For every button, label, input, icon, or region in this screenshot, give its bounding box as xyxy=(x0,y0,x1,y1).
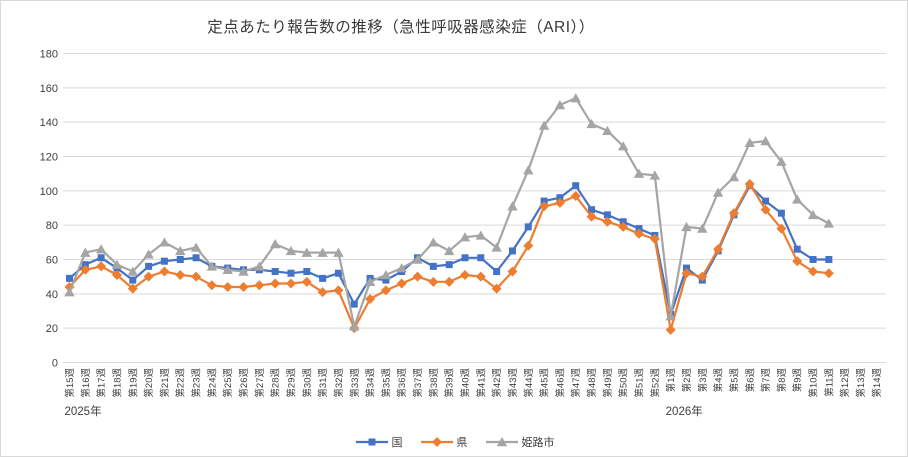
x-tick-30: 第44週 xyxy=(523,368,535,398)
x-tick-27: 第41週 xyxy=(475,368,487,398)
x-tick-43: 第5週 xyxy=(728,368,740,393)
x-tick-2: 第16週 xyxy=(80,368,92,398)
legend-marker-triangle-icon xyxy=(485,437,518,447)
y-tick-180: 180 xyxy=(40,49,58,61)
x-tick-40: 第2週 xyxy=(681,368,693,393)
x-tick-14: 第28週 xyxy=(270,368,282,398)
x-tick-23: 第37週 xyxy=(412,368,424,398)
x-tick-39: 第1週 xyxy=(665,368,677,393)
x-tick-37: 第51週 xyxy=(634,368,646,398)
y-tick-140: 140 xyxy=(40,117,58,129)
x-tick-33: 第47週 xyxy=(570,368,582,398)
x-tick-26: 第40週 xyxy=(460,368,472,398)
x-tick-18: 第32週 xyxy=(333,368,345,398)
legend-marker-diamond-icon xyxy=(420,437,453,447)
x-tick-29: 第43週 xyxy=(507,368,519,398)
x-tick-25: 第39週 xyxy=(444,368,456,398)
x-tick-4: 第18週 xyxy=(111,368,123,398)
x-tick-6: 第20週 xyxy=(143,368,155,398)
x-tick-45: 第7週 xyxy=(760,368,772,393)
x-tick-38: 第52週 xyxy=(649,368,661,398)
x-tick-50: 第12週 xyxy=(839,368,851,398)
x-tick-32: 第46週 xyxy=(554,368,566,398)
x-tick-16: 第30週 xyxy=(301,368,313,398)
x-tick-34: 第48週 xyxy=(586,368,598,398)
x-tick-13: 第27週 xyxy=(254,368,266,398)
x-tick-3: 第17週 xyxy=(96,368,108,398)
chart-legend: 国 県 姫路市 xyxy=(1,434,907,450)
x-tick-7: 第21週 xyxy=(159,368,171,398)
series-姫路市[interactable] xyxy=(64,93,835,331)
x-tick-52: 第14週 xyxy=(871,368,883,398)
y-tick-120: 120 xyxy=(40,152,58,164)
x-tick-19: 第33週 xyxy=(349,368,361,398)
x-tick-49: 第11週 xyxy=(823,368,835,397)
x-tick-8: 第22週 xyxy=(175,368,187,398)
x-tick-5: 第19週 xyxy=(127,368,139,398)
year-label-2025年: 2025年 xyxy=(65,404,102,418)
x-tick-41: 第3週 xyxy=(697,368,709,393)
series-line-姫路市 xyxy=(68,97,830,328)
x-tick-22: 第36週 xyxy=(396,368,408,398)
y-tick-60: 60 xyxy=(46,255,58,267)
legend-label: 県 xyxy=(456,437,468,449)
x-tick-11: 第25週 xyxy=(222,368,234,398)
x-tick-15: 第29週 xyxy=(285,368,297,398)
x-tick-47: 第9週 xyxy=(792,368,804,393)
x-tick-48: 第10週 xyxy=(808,368,820,398)
x-tick-28: 第42週 xyxy=(491,368,503,398)
x-tick-51: 第13週 xyxy=(855,368,867,398)
x-tick-20: 第34週 xyxy=(365,368,377,398)
y-tick-80: 80 xyxy=(46,220,58,232)
x-tick-24: 第38週 xyxy=(428,368,440,398)
x-tick-10: 第24週 xyxy=(206,368,218,398)
x-tick-9: 第23週 xyxy=(191,368,203,398)
x-tick-21: 第35週 xyxy=(380,368,392,398)
x-tick-12: 第26週 xyxy=(238,368,250,398)
x-tick-46: 第8週 xyxy=(776,368,788,393)
legend-item-国[interactable]: 国 xyxy=(355,434,403,450)
legend-marker-square-icon xyxy=(355,438,388,446)
x-tick-35: 第49週 xyxy=(602,368,614,398)
chart-title: 定点あたり報告数の推移（急性呼吸器感染症（ARI）） xyxy=(207,19,595,36)
legend-label: 国 xyxy=(391,437,403,449)
y-tick-40: 40 xyxy=(46,289,58,301)
x-tick-42: 第4週 xyxy=(713,368,725,393)
y-tick-100: 100 xyxy=(40,186,58,198)
x-tick-44: 第6週 xyxy=(744,368,756,393)
legend-item-姫路市[interactable]: 姫路市 xyxy=(485,434,555,450)
legend-label: 姫路市 xyxy=(521,437,555,449)
x-tick-31: 第45週 xyxy=(539,368,551,398)
year-label-2026年: 2026年 xyxy=(666,404,703,418)
y-tick-20: 20 xyxy=(46,323,58,335)
y-tick-160: 160 xyxy=(40,83,58,95)
x-tick-1: 第15週 xyxy=(64,368,76,398)
x-tick-17: 第31週 xyxy=(317,368,329,398)
x-tick-36: 第50週 xyxy=(618,368,630,398)
legend-item-県[interactable]: 県 xyxy=(420,434,468,450)
y-tick-0: 0 xyxy=(52,358,58,370)
